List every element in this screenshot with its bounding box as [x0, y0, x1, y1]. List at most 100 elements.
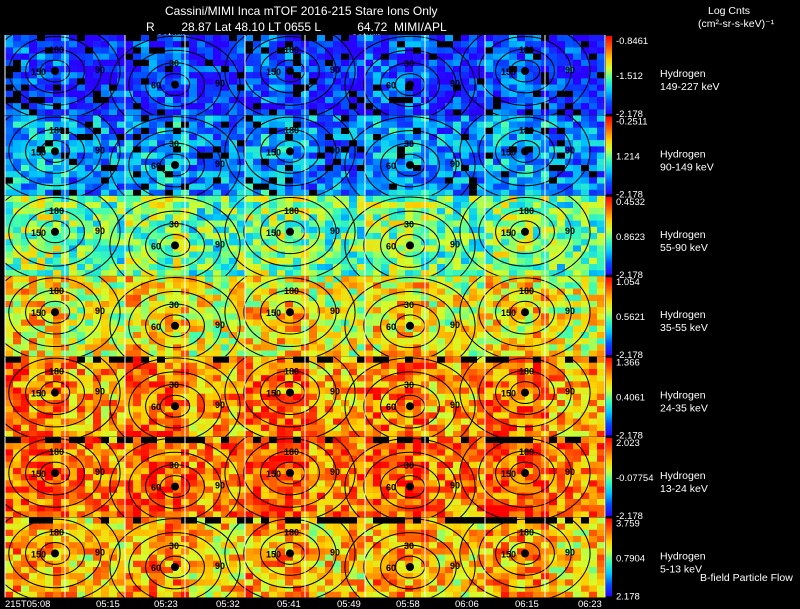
heatmap-cell	[501, 152, 509, 159]
heatmap-cell	[517, 233, 525, 240]
heatmap-cell	[485, 282, 493, 289]
heatmap-cell	[573, 325, 581, 332]
heatmap-cell	[157, 226, 165, 233]
heatmap-cell	[453, 121, 461, 128]
heatmap-cell	[141, 35, 149, 42]
heatmap-cell	[205, 35, 213, 42]
heatmap-cell	[269, 239, 277, 246]
heatmap-cell	[165, 195, 173, 202]
heatmap-cell	[253, 189, 261, 196]
heatmap-cell	[173, 251, 181, 258]
contour-label: 150	[266, 67, 281, 77]
heatmap-cell	[533, 406, 541, 413]
heatmap-cell	[557, 257, 565, 264]
heatmap-cell	[269, 208, 277, 215]
heatmap-cell	[525, 90, 533, 97]
heatmap-cell	[173, 332, 181, 339]
heatmap-cell	[485, 195, 493, 202]
heatmap-cell	[493, 338, 501, 345]
heatmap-cell	[485, 59, 493, 66]
heatmap-cell	[501, 214, 509, 221]
heatmap-cell	[13, 195, 21, 202]
heatmap-cell	[397, 350, 405, 357]
heatmap-cell	[13, 84, 21, 91]
heatmap-cell	[149, 245, 157, 252]
colorbar-gradient	[606, 277, 612, 356]
contour-line	[159, 73, 191, 97]
heatmap-cell	[309, 195, 317, 202]
heatmap-cell	[69, 195, 77, 202]
heatmap-cell	[333, 301, 341, 308]
heatmap-cell	[261, 146, 269, 153]
heatmap-cell	[269, 381, 277, 388]
contour-line	[25, 209, 85, 255]
heatmap-cell	[325, 332, 333, 339]
heatmap-cell	[85, 208, 93, 215]
heatmap-cell	[141, 121, 149, 128]
heatmap-cell	[309, 109, 317, 115]
heatmap-cell	[469, 195, 477, 202]
heatmap-cell	[357, 208, 365, 215]
heatmap-cell	[117, 208, 125, 215]
heatmap-cell	[333, 146, 341, 153]
heatmap-cell	[341, 412, 349, 419]
heatmap-cell	[573, 307, 581, 314]
contour-label: 90	[565, 226, 575, 236]
heatmap-cell	[261, 251, 269, 258]
heatmap-cell	[341, 47, 349, 54]
heatmap-cell	[293, 220, 301, 227]
heatmap-cell	[125, 183, 133, 190]
heatmap-cell	[285, 418, 293, 425]
heatmap-cell	[573, 115, 581, 122]
heatmap-cell	[77, 375, 85, 382]
heatmap-cell	[53, 134, 61, 141]
heatmap-cell	[333, 282, 341, 289]
heatmap-cell	[589, 369, 597, 376]
heatmap-cell	[485, 332, 493, 339]
heatmap-cell	[589, 152, 597, 159]
heatmap-cell	[197, 319, 205, 326]
heatmap-cell	[133, 406, 141, 413]
heatmap-cell	[437, 189, 445, 196]
heatmap-cell	[477, 202, 485, 209]
heatmap-cell	[189, 84, 197, 91]
heatmap-cell	[333, 239, 341, 246]
heatmap-cell	[277, 183, 285, 190]
heatmap-cell	[469, 393, 477, 400]
heatmap-cell	[277, 350, 285, 357]
heatmap-cell	[165, 239, 173, 246]
heatmap-cell	[485, 400, 493, 407]
contour-line	[509, 220, 541, 244]
heatmap-cell	[581, 307, 589, 314]
heatmap-cell	[213, 84, 221, 91]
heatmap-cell	[21, 270, 29, 276]
heatmap-cell	[269, 78, 277, 85]
heatmap-cell	[69, 97, 77, 104]
heatmap-cell	[109, 78, 117, 85]
heatmap-cell	[445, 412, 453, 419]
heatmap-cell	[309, 406, 317, 413]
heatmap-cell	[357, 183, 365, 190]
heatmap-cell	[509, 220, 517, 227]
heatmap-cell	[429, 276, 437, 283]
heatmap-cell	[45, 332, 53, 339]
contour-line	[459, 35, 591, 115]
heatmap-cell	[237, 245, 245, 252]
heatmap-cell	[373, 307, 381, 314]
heatmap-cell	[533, 121, 541, 128]
heatmap-cell	[429, 375, 437, 382]
heatmap-cell	[357, 72, 365, 79]
heatmap-cell	[333, 332, 341, 339]
heatmap-cell	[149, 381, 157, 388]
heatmap-cell	[437, 344, 445, 351]
heatmap-cell	[525, 59, 533, 66]
heatmap-cell	[173, 90, 181, 97]
heatmap-cell	[309, 189, 317, 196]
heatmap-cell	[101, 319, 109, 326]
heatmap-cell	[237, 202, 245, 209]
heatmap-cell	[189, 226, 197, 233]
heatmap-cell	[5, 165, 13, 172]
heatmap-cell	[29, 90, 37, 97]
heatmap-cell	[413, 189, 421, 196]
